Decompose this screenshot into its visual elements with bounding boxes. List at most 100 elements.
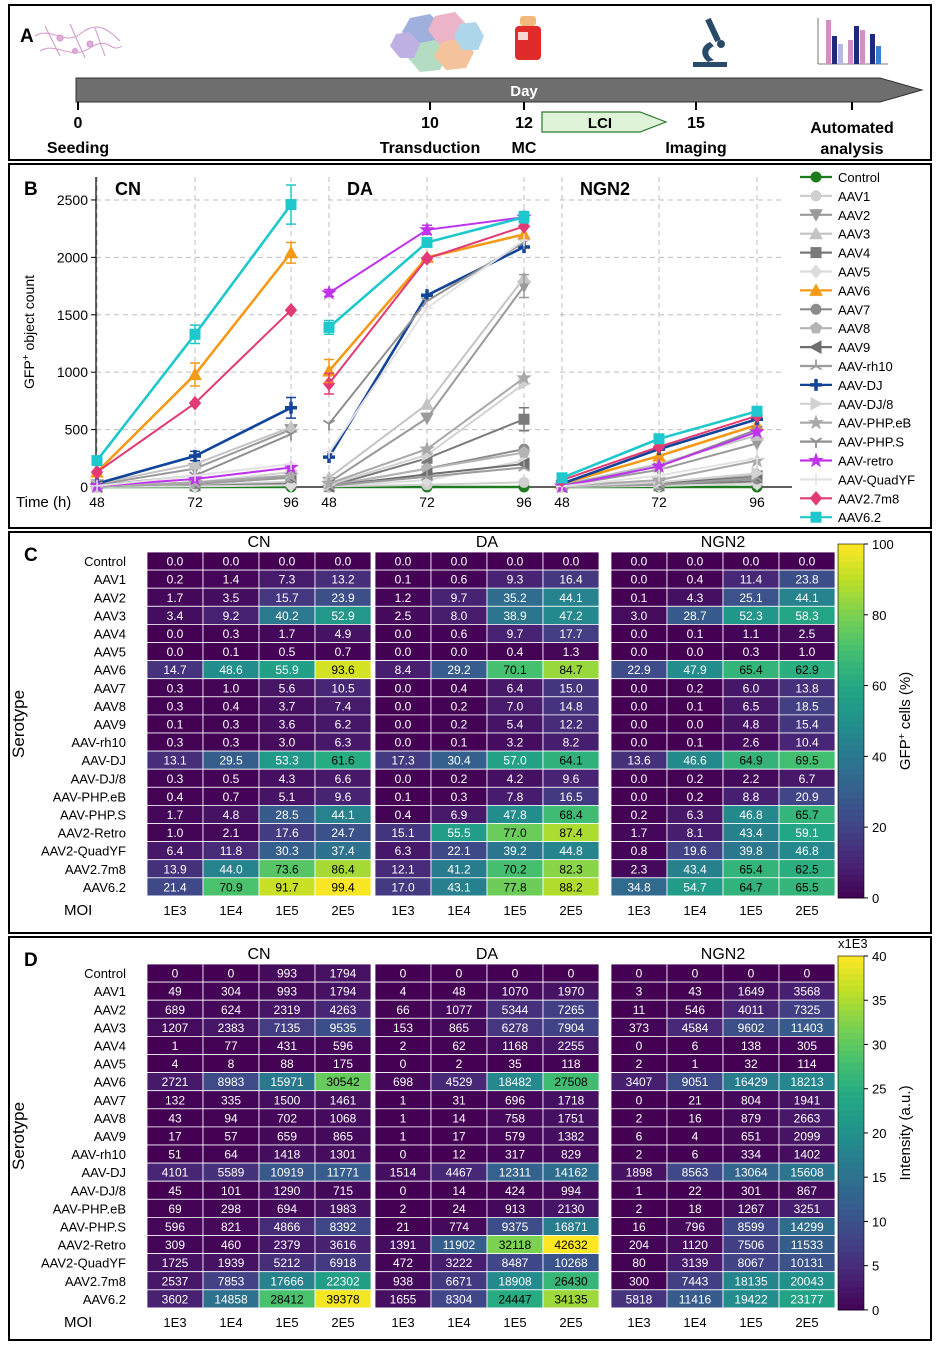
heatmap-cell-value: 13064 (734, 1166, 768, 1180)
heatmap-title-cn: CN (247, 946, 270, 963)
heatmap-title-ngn2: NGN2 (701, 946, 746, 963)
heatmap-cell-value: 993 (277, 967, 297, 981)
heatmap-cell-value: 546 (685, 1003, 705, 1017)
moi-tick-label: 1E5 (503, 1315, 526, 1330)
heatmap-cell-value: 3.2 (507, 736, 524, 750)
heatmap-cell-value: 88 (280, 1057, 294, 1071)
colorbar-segment (838, 1191, 864, 1199)
heatmap-cell-value: 46.6 (683, 754, 707, 768)
legend-marker-AAV6 (809, 283, 823, 296)
legend-marker-AAV2.7m8 (809, 491, 823, 506)
heatmap-cell-value: 0.0 (507, 555, 524, 569)
heatmap-cell-value: 4.3 (279, 772, 296, 786)
row-label-AAV-DJ: AAV-DJ (81, 753, 126, 768)
legend-marker-AAV-DJ/8 (810, 396, 824, 411)
heatmap-cell-value: 1983 (330, 1202, 357, 1216)
moi-tick-label: 1E3 (627, 903, 650, 918)
heatmap-cell-value: 1941 (794, 1093, 821, 1107)
y-axis-label: GFP+ object count (21, 275, 38, 389)
data-point-AAV-QuadYF (285, 458, 297, 471)
heatmap-cell-value: 18213 (790, 1075, 824, 1089)
heatmap-cell-value: 10.5 (331, 681, 355, 695)
heatmap-cell-value: 305 (797, 1039, 817, 1053)
legend-marker-AAV-PHP.eB (808, 414, 824, 430)
heatmap-cell-value: 0.2 (687, 790, 704, 804)
legend-marker-AAV1 (810, 190, 822, 202)
colorbar-segment (838, 1038, 864, 1046)
data-point-AAV6.2 (91, 455, 103, 467)
heatmap-cell-value: 6.5 (743, 699, 760, 713)
heatmap-cell-value: 6278 (502, 1021, 529, 1035)
heatmap-cell-value: 8563 (682, 1166, 709, 1180)
heatmap-cell-value: 0.0 (395, 645, 412, 659)
heatmap-cell-value: 993 (277, 985, 297, 999)
data-point-AAV3 (188, 456, 202, 470)
data-point-AAV-QuadYF (421, 301, 433, 314)
heatmap-cell-value: 24.7 (331, 826, 355, 840)
colorbar-segment (838, 1103, 864, 1110)
panel-d-heatmap: D CN 0 0 993 1794 49 304 993 1794 689 624 2319 4263 1… (8, 936, 932, 1341)
legend-marker-AAV-PHP.S (810, 437, 822, 449)
colorbar-segment (838, 892, 864, 899)
heatmap-cell-value: 16 (688, 1111, 702, 1125)
gfp-heatmap-svg: C CN 0.0 0.0 0.0 0.0 0.2 1.4 7.3 13.2 1.7 3.5 15.7 2… (10, 534, 914, 919)
heatmap-cell-value: 0.1 (395, 573, 412, 587)
heatmap-cell (542, 1289, 600, 1309)
heatmap-cell-value: 14 (452, 1111, 466, 1125)
colorbar-segment (838, 862, 864, 870)
heatmap-cell-value: 1 (400, 1093, 407, 1107)
heatmap-cell-value: 6.3 (687, 808, 704, 822)
colorbar-segment (838, 967, 864, 975)
moi-tick-label: 1E5 (275, 1315, 298, 1330)
panel-b-line-charts: B CN DA NGN2 0 500 1000 1500 2000 2500 48 72 96 48 72… (8, 163, 932, 529)
heatmap-cell-value: 14858 (214, 1292, 248, 1306)
row-label-AAV-PHP.eB: AAV-PHP.eB (53, 1201, 126, 1216)
heatmap-cell-value: 34.8 (627, 880, 651, 894)
heatmap-cell-value: 30542 (326, 1075, 360, 1089)
colorbar-segment (838, 744, 864, 752)
legend-marker-AAV3 (809, 226, 823, 240)
heatmap-cell-value: 0.3 (167, 772, 184, 786)
data-point-AAV2 (420, 412, 434, 426)
data-point-AAV-QuadYF (751, 452, 763, 465)
colorbar-segment (838, 679, 864, 687)
heatmap-cell-value: 0 (748, 967, 755, 981)
moi-tick-label: 1E4 (683, 903, 706, 918)
bar-chart-icon (817, 18, 888, 65)
heatmap-title-da: DA (476, 946, 499, 963)
heatmap-cell-value: 0.0 (395, 627, 412, 641)
heatmap-cell-value: 44.1 (331, 808, 355, 822)
heatmap-cell-value: 12.1 (391, 862, 415, 876)
row-label-AAV4: AAV4 (94, 626, 126, 641)
data-point-AAV-QuadYF (189, 469, 201, 482)
heatmap-cell-value: 15.7 (275, 591, 299, 605)
heatmap-cell (778, 1289, 836, 1309)
heatmap-cell-value: 0.3 (167, 699, 184, 713)
heatmap-cell-value: 0.0 (631, 681, 648, 695)
heatmap-cell-value: 21 (688, 1093, 702, 1107)
heatmap-cell-value: 4.2 (507, 772, 524, 786)
heatmap-cell-value: 4584 (682, 1021, 709, 1035)
data-point-AAV6.2 (421, 236, 433, 248)
heatmap-cell-value: 13.9 (163, 862, 187, 876)
heatmap-title-ngn2: NGN2 (701, 534, 746, 551)
heatmap-cell-value: 8 (228, 1057, 235, 1071)
moi-tick-label: 1E5 (275, 903, 298, 918)
row-label-AAV4: AAV4 (94, 1038, 126, 1053)
heatmap-cell-value: 29.2 (447, 663, 471, 677)
heatmap-cell-value: 0.1 (395, 790, 412, 804)
error-bar-AAV6 (286, 241, 296, 264)
heatmap-cell-value: 0.1 (687, 627, 704, 641)
colorbar-segment (838, 1174, 864, 1181)
heatmap-cell-value: 0.3 (223, 717, 240, 731)
legend-label-AAV6.2: AAV6.2 (838, 510, 881, 525)
legend-label-AAV-PHP.S: AAV-PHP.S (838, 435, 904, 450)
heatmap-cell-value: 62.9 (795, 663, 819, 677)
heatmap-cell-value: 8983 (218, 1075, 245, 1089)
legend-marker-Control (810, 171, 822, 183)
row-label-AAV2.7m8: AAV2.7m8 (65, 862, 126, 877)
heatmap-cell-value: 0.0 (631, 790, 648, 804)
heatmap-cell-value: 3.0 (631, 609, 648, 623)
heatmap-cell-value: 11771 (327, 1166, 360, 1180)
colorbar-tick-label: 40 (872, 949, 886, 964)
